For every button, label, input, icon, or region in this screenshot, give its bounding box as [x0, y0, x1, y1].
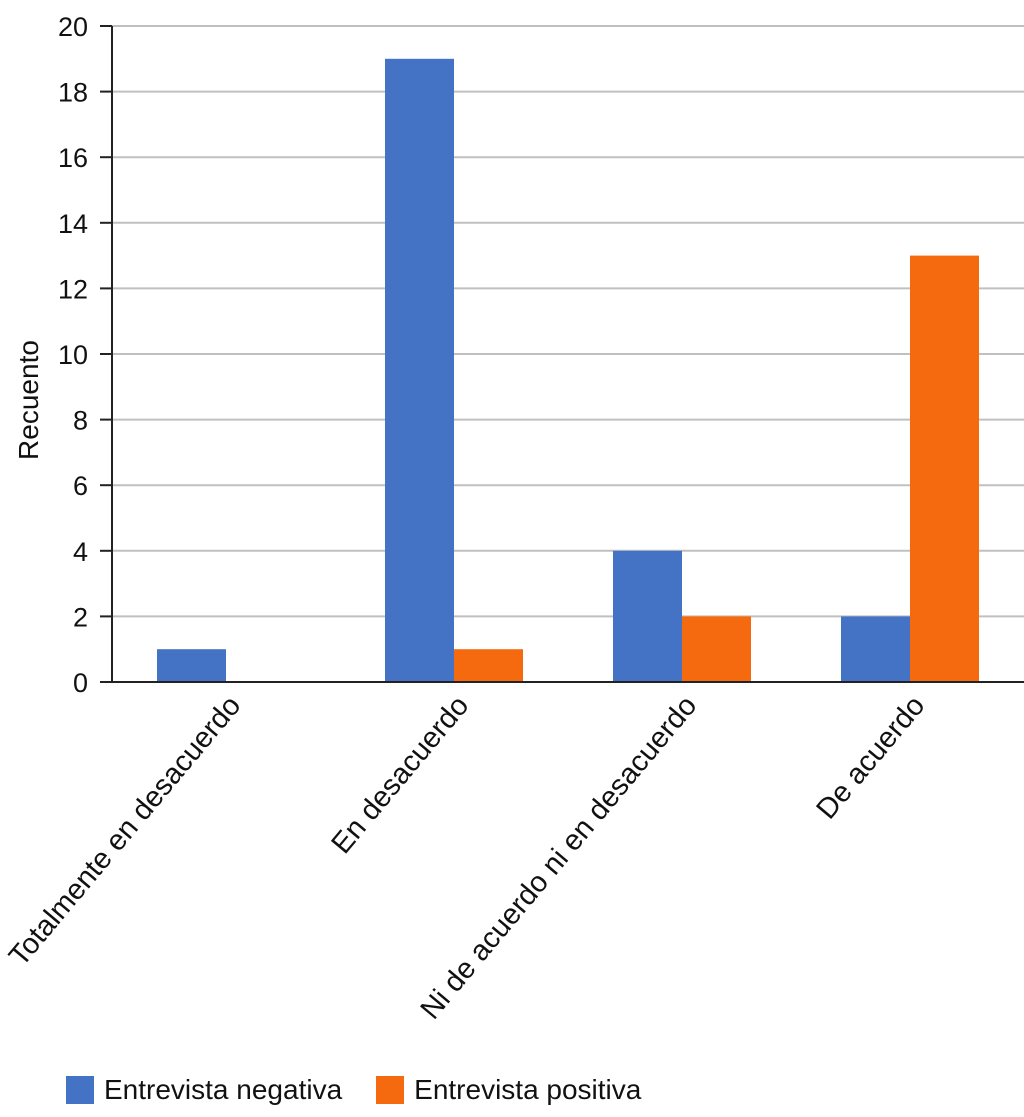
legend-label: Entrevista negativa [104, 1074, 343, 1105]
bar [385, 58, 454, 683]
y-tick-label: 14 [58, 209, 88, 239]
y-tick-label: 4 [73, 537, 88, 567]
axes [100, 25, 1024, 683]
x-category-label: Ni de acuerdo ni en desacuerdo [415, 690, 704, 1026]
bars [157, 58, 979, 683]
bar [841, 616, 910, 682]
x-category-label: De acuerdo [810, 690, 931, 825]
legend-swatch [66, 1076, 94, 1104]
y-tick-labels: 0 2 4 6 8 10 12 14 16 18 20 [58, 12, 88, 698]
y-axis-title: Recuento [13, 340, 44, 460]
y-tick-label: 8 [73, 406, 88, 436]
x-category-labels: Totalmente en desacuerdo En desacuerdoNi … [3, 690, 931, 1026]
gridlines [112, 25, 1024, 618]
y-tick-label: 18 [58, 78, 88, 108]
x-category-label: Totalmente en desacuerdo [3, 690, 247, 972]
y-tick-label: 16 [58, 143, 88, 173]
bar [613, 550, 682, 682]
legend-label: Entrevista positiva [414, 1074, 642, 1105]
legend: Entrevista negativa Entrevista positiva [66, 1072, 641, 1108]
x-category-label: En desacuerdo [325, 690, 475, 860]
y-tick-label: 12 [58, 274, 88, 304]
legend-item: Entrevista negativa [66, 1074, 342, 1106]
bar [682, 616, 751, 682]
bar [454, 649, 523, 682]
y-tick-label: 6 [73, 471, 88, 501]
y-tick-label: 10 [58, 340, 88, 370]
bar [157, 649, 226, 682]
legend-swatch [376, 1076, 405, 1104]
y-tick-label: 0 [73, 668, 88, 698]
y-tick-label: 20 [58, 12, 88, 42]
bar [910, 255, 979, 682]
legend-item: Entrevista positiva [376, 1074, 641, 1106]
y-tick-label: 2 [73, 602, 88, 632]
